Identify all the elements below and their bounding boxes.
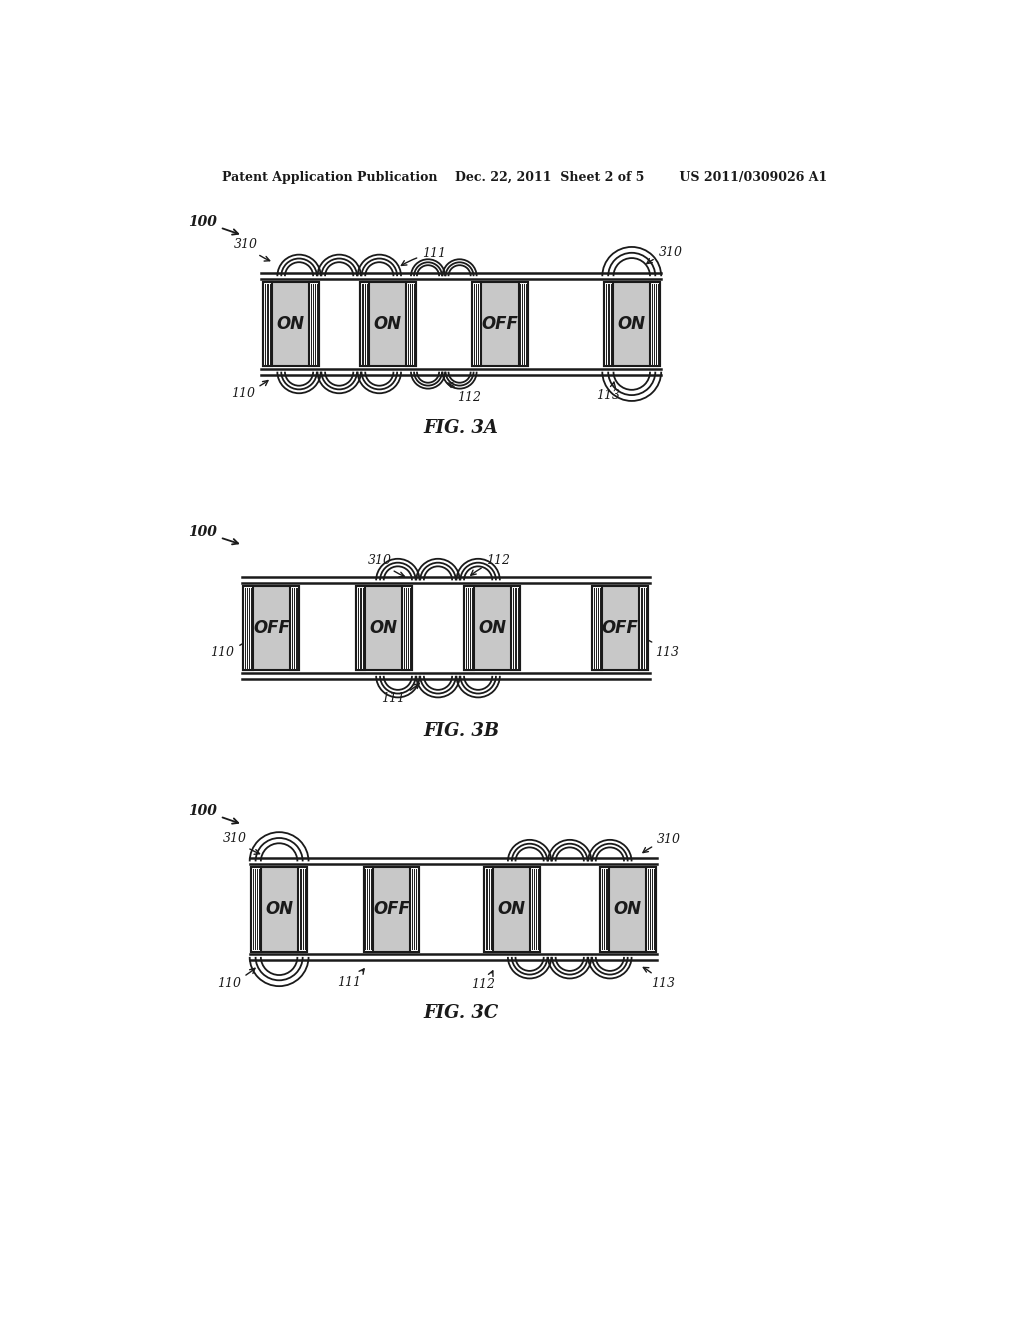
- Text: ON: ON: [613, 900, 642, 919]
- Bar: [290, 586, 299, 671]
- Bar: [530, 867, 540, 952]
- Bar: [251, 867, 260, 952]
- Bar: [483, 867, 540, 952]
- Text: 110: 110: [217, 969, 255, 990]
- Text: Patent Application Publication    Dec. 22, 2011  Sheet 2 of 5        US 2011/030: Patent Application Publication Dec. 22, …: [222, 172, 827, 185]
- Text: ON: ON: [265, 900, 293, 919]
- Text: 112: 112: [447, 383, 481, 404]
- Text: ON: ON: [370, 619, 397, 638]
- Bar: [600, 867, 609, 952]
- Text: FIG. 3B: FIG. 3B: [423, 722, 500, 739]
- Bar: [364, 867, 373, 952]
- Bar: [650, 281, 659, 367]
- Text: 113: 113: [597, 381, 621, 403]
- Text: 112: 112: [471, 554, 510, 576]
- Bar: [592, 586, 648, 671]
- Bar: [356, 586, 366, 671]
- Text: OFF: OFF: [481, 315, 518, 333]
- Bar: [472, 281, 528, 367]
- Bar: [298, 867, 307, 952]
- Text: 310: 310: [368, 554, 404, 577]
- Text: ON: ON: [478, 619, 506, 638]
- Bar: [402, 586, 412, 671]
- Bar: [407, 281, 416, 367]
- Text: 113: 113: [642, 636, 679, 659]
- Text: OFF: OFF: [373, 900, 410, 919]
- Bar: [464, 586, 520, 671]
- Bar: [483, 867, 493, 952]
- Text: 110: 110: [230, 380, 268, 400]
- Bar: [244, 586, 253, 671]
- Text: OFF: OFF: [602, 619, 639, 638]
- Text: 310: 310: [647, 246, 683, 264]
- Bar: [464, 586, 474, 671]
- Text: 110: 110: [211, 639, 250, 659]
- Text: ON: ON: [617, 315, 646, 333]
- Text: 111: 111: [381, 684, 419, 705]
- Bar: [639, 586, 648, 671]
- Bar: [472, 281, 481, 367]
- Bar: [600, 867, 655, 952]
- Text: ON: ON: [498, 900, 525, 919]
- Text: 310: 310: [233, 238, 269, 261]
- Bar: [309, 281, 318, 367]
- Bar: [518, 281, 528, 367]
- Bar: [511, 586, 520, 671]
- Text: 100: 100: [188, 804, 239, 824]
- Bar: [410, 867, 420, 952]
- Text: 111: 111: [337, 969, 365, 989]
- Text: FIG. 3A: FIG. 3A: [424, 418, 499, 437]
- Bar: [251, 867, 307, 952]
- Bar: [604, 281, 659, 367]
- Bar: [646, 867, 655, 952]
- Text: 113: 113: [643, 968, 675, 990]
- Text: 112: 112: [471, 972, 495, 991]
- Text: FIG. 3C: FIG. 3C: [424, 1005, 499, 1022]
- Text: 310: 310: [643, 833, 681, 853]
- Bar: [604, 281, 613, 367]
- Text: ON: ON: [374, 315, 401, 333]
- Text: OFF: OFF: [253, 619, 290, 638]
- Bar: [359, 281, 369, 367]
- Bar: [263, 281, 318, 367]
- Bar: [244, 586, 299, 671]
- Text: 100: 100: [188, 215, 239, 235]
- Bar: [356, 586, 412, 671]
- Bar: [359, 281, 416, 367]
- Bar: [592, 586, 601, 671]
- Text: 100: 100: [188, 525, 239, 544]
- Text: 310: 310: [223, 832, 259, 854]
- Bar: [364, 867, 420, 952]
- Text: 111: 111: [401, 247, 446, 265]
- Bar: [263, 281, 272, 367]
- Text: ON: ON: [276, 315, 305, 333]
